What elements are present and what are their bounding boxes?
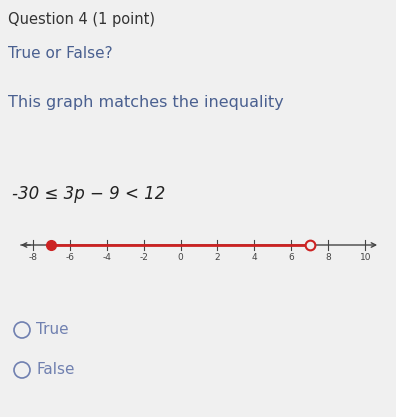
Text: -6: -6	[65, 253, 74, 262]
Text: True: True	[36, 322, 69, 337]
Text: -30 ≤ 3p − 9 < 12: -30 ≤ 3p − 9 < 12	[12, 185, 166, 203]
Text: True or False?: True or False?	[8, 46, 112, 61]
Text: Question 4 (1 point): Question 4 (1 point)	[8, 12, 155, 27]
Text: 8: 8	[326, 253, 331, 262]
Text: -2: -2	[139, 253, 148, 262]
Text: 10: 10	[360, 253, 371, 262]
Text: -8: -8	[28, 253, 37, 262]
Text: 0: 0	[178, 253, 183, 262]
Text: -4: -4	[102, 253, 111, 262]
Text: False: False	[36, 362, 74, 377]
Text: This graph matches the inequality: This graph matches the inequality	[8, 95, 284, 110]
Text: 6: 6	[288, 253, 294, 262]
Text: 4: 4	[251, 253, 257, 262]
Text: 2: 2	[215, 253, 220, 262]
